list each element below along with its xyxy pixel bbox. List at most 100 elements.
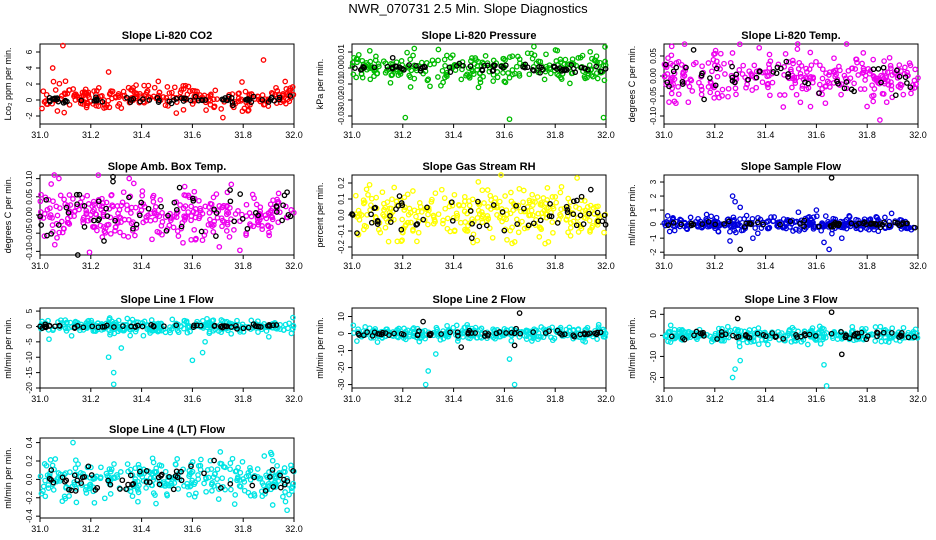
data-point: [110, 369, 117, 376]
data-point: [912, 326, 919, 333]
data-point: [43, 196, 50, 203]
y-tick-label: -20: [25, 382, 34, 394]
data-point: [804, 341, 811, 348]
data-point: [244, 102, 251, 109]
data-point: [447, 69, 454, 75]
data-point: [595, 212, 602, 219]
data-point: [816, 223, 822, 230]
data-point: [37, 473, 44, 480]
data-point: [588, 72, 595, 79]
data-point: [859, 60, 865, 67]
data-point: [124, 94, 130, 101]
data-point: [819, 75, 826, 82]
data-point: [42, 477, 48, 484]
data-series: [349, 186, 609, 241]
data-point: [469, 220, 475, 227]
data-point: [759, 69, 766, 76]
data-point: [705, 84, 712, 90]
data-point: [476, 223, 483, 230]
data-point: [581, 331, 588, 338]
data-point: [399, 237, 405, 244]
data-point: [529, 191, 536, 198]
data-point: [95, 217, 102, 224]
data-point: [206, 209, 213, 216]
data-point: [94, 87, 100, 94]
data-point: [117, 469, 124, 475]
data-point: [568, 62, 575, 68]
x-tick-label: 31.4: [133, 261, 151, 271]
data-point: [451, 191, 458, 198]
data-point: [50, 78, 57, 85]
data-point: [135, 461, 142, 468]
data-point: [762, 333, 769, 340]
data-point: [798, 62, 805, 69]
data-point: [508, 189, 514, 196]
data-point: [130, 225, 136, 232]
data-point: [540, 195, 547, 201]
data-point: [440, 220, 446, 227]
data-point: [56, 322, 63, 329]
data-point: [427, 83, 433, 90]
data-point: [709, 68, 715, 75]
data-point: [281, 481, 288, 488]
data-point: [266, 229, 272, 236]
y-axis-label: degrees C per min.: [3, 177, 13, 254]
data-point: [126, 194, 132, 201]
data-point: [235, 464, 241, 471]
data-point: [367, 76, 374, 83]
data-point: [199, 94, 206, 100]
data-point: [496, 198, 503, 205]
data-point: [371, 205, 378, 212]
data-point: [203, 488, 209, 495]
data-point: [711, 95, 718, 101]
data-point: [520, 187, 527, 194]
x-tick-label: 31.2: [394, 394, 412, 404]
data-point: [110, 173, 116, 180]
data-point: [835, 80, 841, 87]
data-point: [180, 82, 187, 89]
data-point: [700, 329, 706, 336]
data-point: [509, 53, 516, 60]
data-point: [414, 221, 421, 227]
data-point: [746, 334, 753, 341]
data-point: [231, 218, 238, 225]
data-point: [668, 43, 675, 50]
data-point: [464, 71, 470, 78]
data-point: [282, 498, 289, 505]
data-point: [156, 97, 162, 104]
data-point: [601, 212, 608, 219]
data-point: [458, 76, 465, 83]
x-tick-label: 31.0: [655, 261, 673, 271]
data-point: [519, 218, 525, 225]
data-point: [63, 328, 70, 334]
data-point: [163, 95, 170, 101]
data-point: [139, 188, 146, 194]
data-point: [737, 222, 743, 229]
data-point: [173, 322, 180, 329]
data-point: [732, 198, 738, 205]
chart-panel: Slope Sample Flow ml/min per min. 31.0 31.2…: [627, 161, 927, 271]
data-point: [465, 330, 471, 337]
x-tick-label: 32.0: [909, 261, 927, 271]
data-point: [431, 217, 438, 223]
data-point: [135, 489, 142, 496]
data-point: [886, 218, 893, 225]
data-series: [39, 42, 297, 121]
data-point: [537, 69, 543, 76]
x-tick-label: 31.4: [445, 130, 463, 140]
data-point: [95, 172, 102, 178]
data-point: [228, 94, 235, 101]
data-point: [350, 322, 357, 329]
data-point: [807, 49, 814, 56]
data-point: [166, 222, 173, 229]
data-point: [104, 213, 111, 219]
data-point: [530, 220, 537, 227]
x-tick-label: 31.0: [31, 394, 49, 404]
data-point: [45, 485, 52, 491]
data-point: [712, 82, 719, 89]
data-point: [205, 93, 212, 100]
data-point: [50, 487, 57, 493]
data-point: [552, 194, 559, 200]
data-point: [721, 60, 727, 67]
